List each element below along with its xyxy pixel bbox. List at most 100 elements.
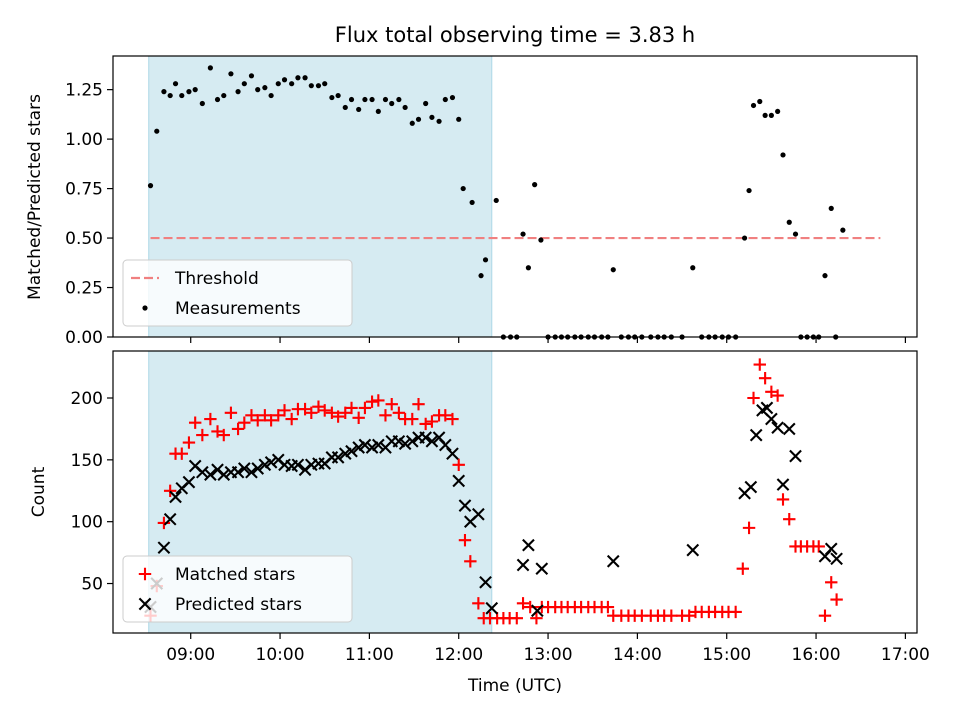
- ratio-panel: 0.00 0.25 0.50 0.75 1.00 1.25 Matched/Predict…: [25, 55, 918, 348]
- measurements-point: [348, 96, 355, 103]
- measurements-point: [768, 112, 774, 118]
- matched-stars-point: [231, 422, 245, 436]
- matched-stars-point: [188, 416, 202, 429]
- measurements-point: [775, 108, 781, 115]
- matched-stars-point: [157, 516, 171, 530]
- measurements-point: [741, 235, 748, 241]
- matched-stars-point: [530, 611, 543, 625]
- matched-stars-point: [372, 394, 385, 407]
- y-tick-label: 50: [81, 575, 103, 595]
- measurements-point: [262, 85, 268, 91]
- matched-stars-point: [182, 436, 196, 449]
- measurements-point: [275, 81, 281, 87]
- measurements-point: [375, 108, 381, 115]
- y-tick-label: 0.25: [65, 279, 103, 299]
- matched-stars-point: [406, 412, 419, 426]
- matched-stars-point: [312, 400, 325, 413]
- y-tick-label: 0.75: [65, 180, 103, 200]
- measurements-point: [389, 100, 395, 107]
- matched-stars-point: [419, 417, 432, 431]
- x-tick-label: 11:00: [345, 645, 394, 665]
- predicted-stars-point: [157, 541, 171, 555]
- predicted-stars-point: [522, 538, 535, 552]
- matched-stars-point: [379, 409, 392, 422]
- y-tick-label: 1.25: [65, 81, 103, 101]
- measurements-point: [822, 273, 828, 279]
- predicted-stars-point: [530, 604, 544, 618]
- matched-stars-point: [472, 597, 485, 610]
- measurements-point: [167, 92, 173, 99]
- ratio-panel-frame: [112, 55, 918, 338]
- count-y-axis-label: Count: [29, 466, 49, 517]
- predicted-stars-point: [169, 490, 182, 504]
- legend-label: Matched stars: [175, 565, 295, 585]
- measurements-point: [172, 81, 179, 87]
- predicted-stars-point: [405, 434, 419, 448]
- matched-stars-point: [758, 372, 772, 385]
- matched-stars-point: [825, 576, 838, 589]
- predicted-stars-point: [398, 437, 412, 451]
- measurements-point: [786, 219, 792, 225]
- measurements-point: [248, 73, 255, 79]
- matched-stars-point: [446, 412, 459, 426]
- predicted-stars-point: [452, 474, 466, 488]
- matched-stars-point: [510, 611, 523, 625]
- predicted-stars-point: [771, 421, 784, 435]
- matched-stars-point: [830, 593, 843, 606]
- x-tick-label: 15:00: [702, 645, 751, 665]
- measurements-point: [792, 231, 799, 237]
- predicted-stars-point: [237, 462, 251, 475]
- measurements-point: [382, 96, 389, 103]
- x-tick-label: 12:00: [434, 645, 483, 665]
- matched-stars-point: [175, 447, 188, 460]
- predicted-stars-point: [195, 465, 209, 479]
- predicted-stars-point: [776, 478, 790, 491]
- measurements-point: [329, 94, 335, 101]
- matched-stars-point: [776, 493, 790, 506]
- measurements-point: [690, 265, 696, 271]
- y-tick-label: 200: [71, 389, 103, 409]
- measurements-point: [179, 92, 185, 99]
- predicted-stars-point: [291, 458, 305, 472]
- predicted-stars-point: [479, 575, 492, 589]
- matched-stars-point: [729, 605, 742, 619]
- legend-predicted-stars-swatch: [138, 597, 152, 611]
- predicted-stars-point: [782, 422, 796, 436]
- matched-stars-point: [331, 410, 345, 423]
- y-tick-label: 1.00: [65, 130, 103, 150]
- matched-stars-point: [818, 609, 832, 622]
- measurements-point: [289, 81, 295, 87]
- measurements-point: [161, 89, 167, 95]
- measurements-point: [241, 81, 247, 87]
- predicted-stars-point: [789, 449, 802, 463]
- measurements-point: [532, 182, 538, 188]
- x-tick-label: 17:00: [881, 645, 930, 665]
- predicted-stars-point: [345, 444, 358, 458]
- measurements-point: [199, 100, 205, 107]
- measurements-point: [449, 94, 456, 101]
- y-tick-label: 0.00: [65, 328, 103, 348]
- matched-stars-point: [251, 414, 264, 427]
- matched-stars-point: [812, 540, 825, 553]
- predicted-stars-point: [358, 438, 372, 452]
- matched-stars-point: [783, 513, 796, 526]
- matched-stars-point: [298, 402, 312, 416]
- legend-label: Predicted stars: [175, 595, 302, 615]
- predicted-stars-point: [485, 601, 499, 615]
- count-panel-frame: [112, 350, 918, 634]
- measurements-point: [362, 96, 368, 103]
- legend-label: Threshold: [174, 269, 259, 289]
- measurements-point: [750, 102, 757, 109]
- measurements-point: [478, 273, 484, 279]
- matched-stars-point: [765, 385, 778, 399]
- measurements-point: [610, 267, 616, 273]
- matched-stars-point: [352, 411, 365, 424]
- measurements-point: [302, 75, 308, 81]
- predicted-stars-point: [425, 434, 439, 448]
- matched-stars-point: [163, 484, 177, 497]
- predicted-stars-point: [749, 428, 763, 442]
- matched-stars-point: [245, 409, 258, 422]
- matched-stars-point: [264, 414, 278, 427]
- predicted-stars-point: [231, 465, 245, 479]
